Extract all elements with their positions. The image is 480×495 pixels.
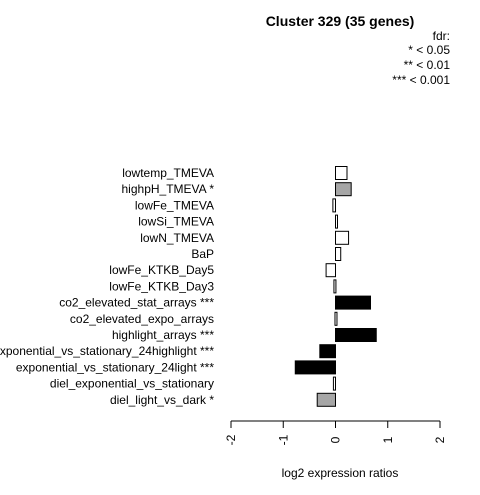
y-tick-label: diel_exponential_vs_stationary bbox=[50, 377, 214, 391]
x-axis: -2 -1 0 1 2 bbox=[224, 420, 447, 445]
legend-entry: ** < 0.01 bbox=[404, 58, 451, 72]
y-labels: lowtemp_TMEVA highpH_TMEVA * lowFe_TMEVAlo… bbox=[0, 166, 214, 407]
bar bbox=[294, 360, 336, 375]
legend-entry: * < 0.05 bbox=[408, 43, 450, 57]
x-tick-label: 0 bbox=[329, 436, 343, 443]
bar bbox=[325, 263, 337, 278]
bar bbox=[332, 376, 337, 391]
legend-entry: *** < 0.001 bbox=[392, 73, 450, 87]
y-tick-label: highpH_TMEVA * bbox=[122, 182, 215, 196]
bar bbox=[335, 182, 352, 197]
bar bbox=[335, 166, 348, 180]
bar bbox=[332, 198, 337, 213]
y-tick-label: exponential_vs_stationary_24light *** bbox=[16, 360, 214, 374]
bar bbox=[335, 247, 342, 261]
legend: fdr: * < 0.05 ** < 0.01 *** < 0.001 bbox=[392, 29, 450, 87]
bar bbox=[335, 295, 372, 310]
y-tick-label: lowFe_KTKB_Day5 bbox=[109, 263, 214, 277]
y-tick-label: co2_elevated_stat_arrays *** bbox=[59, 296, 214, 310]
x-tick-label: -1 bbox=[276, 434, 290, 445]
legend-title: fdr: bbox=[433, 29, 450, 43]
chart-title: Cluster 329 (35 genes) bbox=[266, 13, 415, 29]
y-tick-label: exponential_vs_stationary_24highlight **… bbox=[0, 344, 214, 358]
y-tick-label: lowFe_KTKB_Day3 bbox=[109, 279, 214, 293]
y-tick-label: lowtemp_TMEVA bbox=[122, 166, 214, 180]
y-tick-label: diel_light_vs_dark * bbox=[110, 393, 214, 407]
x-tick-label: -2 bbox=[224, 434, 238, 445]
y-tick-label: co2_elevated_expo_arrays bbox=[70, 312, 214, 326]
x-tick-label: 2 bbox=[433, 436, 447, 443]
bar bbox=[334, 311, 338, 326]
bar bbox=[316, 392, 336, 407]
bar bbox=[319, 344, 337, 359]
bar bbox=[335, 328, 377, 342]
y-tick-label: lowN_TMEVA bbox=[140, 231, 214, 245]
bar bbox=[335, 214, 338, 229]
bar bbox=[333, 279, 337, 294]
x-tick-label: 1 bbox=[381, 436, 395, 443]
bars bbox=[294, 166, 377, 407]
x-axis-label: log2 expression ratios bbox=[282, 466, 399, 480]
y-tick-label: highlight_arrays *** bbox=[112, 328, 214, 342]
y-tick-label: lowSi_TMEVA bbox=[138, 215, 214, 229]
y-tick-label: lowFe_TMEVA bbox=[135, 198, 214, 212]
y-tick-label: BaP bbox=[191, 247, 214, 261]
bar bbox=[335, 230, 350, 245]
